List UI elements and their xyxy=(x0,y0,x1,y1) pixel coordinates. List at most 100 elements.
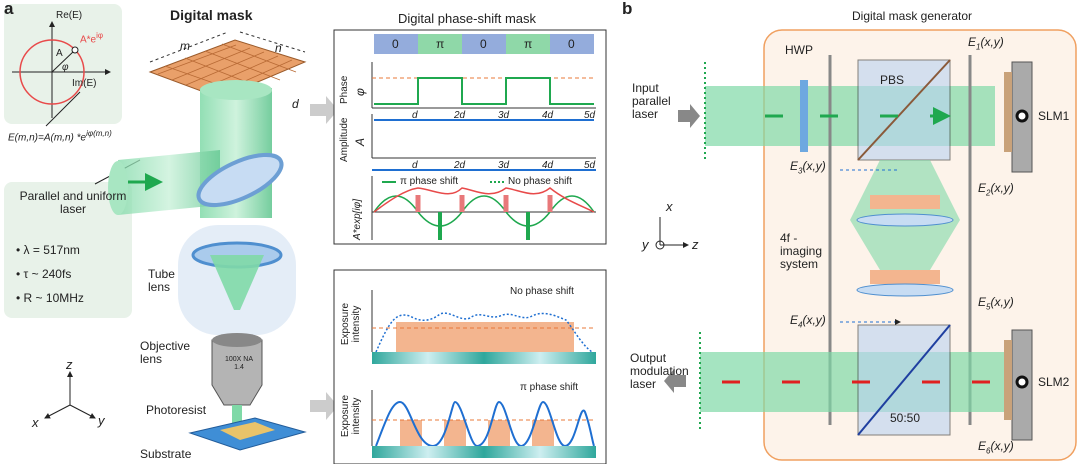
axis-label: x xyxy=(32,416,39,430)
laser-param: • λ = 517nm xyxy=(16,244,80,257)
text: iφ(m,n) xyxy=(86,129,112,138)
text: E xyxy=(978,295,986,309)
marking: 100X NA 1.4 xyxy=(222,356,256,371)
label: PBS xyxy=(880,74,904,87)
panel-label: b xyxy=(622,0,632,19)
strip xyxy=(372,446,596,458)
tick: 3d xyxy=(498,160,509,171)
text: E xyxy=(978,181,986,195)
text: E(m,n)=A(m,n) *e xyxy=(8,132,86,143)
tick: d xyxy=(412,110,418,121)
slm1-face xyxy=(1004,72,1012,152)
label: Output modulation laser xyxy=(630,352,700,392)
hwp xyxy=(800,80,808,152)
point xyxy=(72,47,78,53)
label: SLM1 xyxy=(1038,110,1069,123)
axis-label: x xyxy=(666,200,673,214)
objective xyxy=(212,340,262,405)
text: (x,y) xyxy=(990,181,1013,195)
objective-top xyxy=(212,333,262,347)
text: (x,y) xyxy=(802,313,825,327)
segment-label: 0 xyxy=(480,38,487,51)
label: HWP xyxy=(785,44,813,57)
formula: E(m,n)=A(m,n) *eiφ(m,n) xyxy=(8,130,112,143)
field-label: E1(x,y) xyxy=(968,36,1004,52)
axis-label: z xyxy=(692,238,699,252)
text: A*e xyxy=(80,34,96,45)
text: (x,y) xyxy=(802,159,825,173)
axis-label: Amplitude xyxy=(339,118,350,162)
amplitude-label: A xyxy=(56,48,63,59)
text: R ~ 10MHz xyxy=(24,291,84,305)
dim-label: d xyxy=(292,98,299,111)
strip xyxy=(372,352,596,364)
tick: 2d xyxy=(454,110,465,121)
laser-param: • τ ~ 240fs xyxy=(16,268,71,281)
lens xyxy=(857,284,953,296)
segment-label: 0 xyxy=(568,38,575,51)
axes-b xyxy=(660,217,688,245)
tick: 5d xyxy=(584,160,595,171)
label: 4f - imaging system xyxy=(780,232,840,272)
field-label: E6(x,y) xyxy=(978,440,1014,456)
segment-label: 0 xyxy=(392,38,399,51)
title: Digital mask xyxy=(170,8,252,23)
legend: No phase shift xyxy=(510,286,574,297)
figure: a Digital mask Re(E) Im(E) A φ A*eiφ E(m… xyxy=(0,0,1083,464)
tick: 3d xyxy=(498,110,509,121)
beam-top xyxy=(200,80,272,100)
axis-label: Phase xyxy=(339,76,350,104)
text: τ ~ 240fs xyxy=(24,267,72,281)
legend: π phase shift xyxy=(400,176,458,187)
slm2-knob xyxy=(1017,377,1027,387)
point-label: A*eiφ xyxy=(80,32,103,45)
segment-label: π xyxy=(436,38,444,51)
text: iφ xyxy=(96,31,103,40)
slm1-knob xyxy=(1017,111,1027,121)
text: (x,y) xyxy=(990,295,1013,309)
axis-label: Im(E) xyxy=(72,78,96,89)
field-label: E3(x,y) xyxy=(790,160,826,176)
exposed-region xyxy=(396,322,574,352)
tick: 4d xyxy=(542,110,553,121)
field-label: E2(x,y) xyxy=(978,182,1014,198)
title: Digital phase-shift mask xyxy=(398,12,536,26)
tick: 5d xyxy=(584,110,595,121)
lens xyxy=(857,214,953,226)
text: (x,y) xyxy=(980,35,1003,49)
input-beam xyxy=(705,86,995,146)
phase-label: φ xyxy=(62,62,69,73)
label: Substrate xyxy=(140,448,191,461)
axis-label: Exposure intensity xyxy=(340,294,362,354)
axis-label: Re(E) xyxy=(56,10,82,21)
field-label: E4(x,y) xyxy=(790,314,826,330)
dim-label: m xyxy=(180,40,190,53)
laser-title: Parallel and uniform laser xyxy=(18,190,128,216)
axis-label: z xyxy=(66,358,73,372)
text: E xyxy=(790,313,798,327)
tick: 4d xyxy=(542,160,553,171)
label: SLM2 xyxy=(1038,376,1069,389)
label: 50:50 xyxy=(890,412,920,425)
dim-label: n xyxy=(275,42,282,55)
axis-symbol: φ xyxy=(354,88,367,96)
tick: d xyxy=(412,160,418,171)
axis-label: Exposure intensity xyxy=(340,386,362,446)
label: Input parallel laser xyxy=(632,82,682,122)
text: E xyxy=(978,439,986,453)
label: Objective lens xyxy=(140,340,200,366)
legend: π phase shift xyxy=(520,382,578,393)
text: λ = 517nm xyxy=(24,243,80,257)
text: E xyxy=(790,159,798,173)
legend: No phase shift xyxy=(508,176,572,187)
graphics xyxy=(0,0,1083,464)
label: Photoresist xyxy=(146,404,206,417)
slm2-face xyxy=(1004,340,1012,420)
label: Tube lens xyxy=(148,268,188,294)
laser-param: • R ~ 10MHz xyxy=(16,292,84,305)
segment-label: π xyxy=(524,38,532,51)
focus xyxy=(232,405,242,423)
axis-label: A*exp[iφ] xyxy=(352,199,363,240)
axis-symbol: A xyxy=(354,138,367,146)
text: E xyxy=(968,35,976,49)
